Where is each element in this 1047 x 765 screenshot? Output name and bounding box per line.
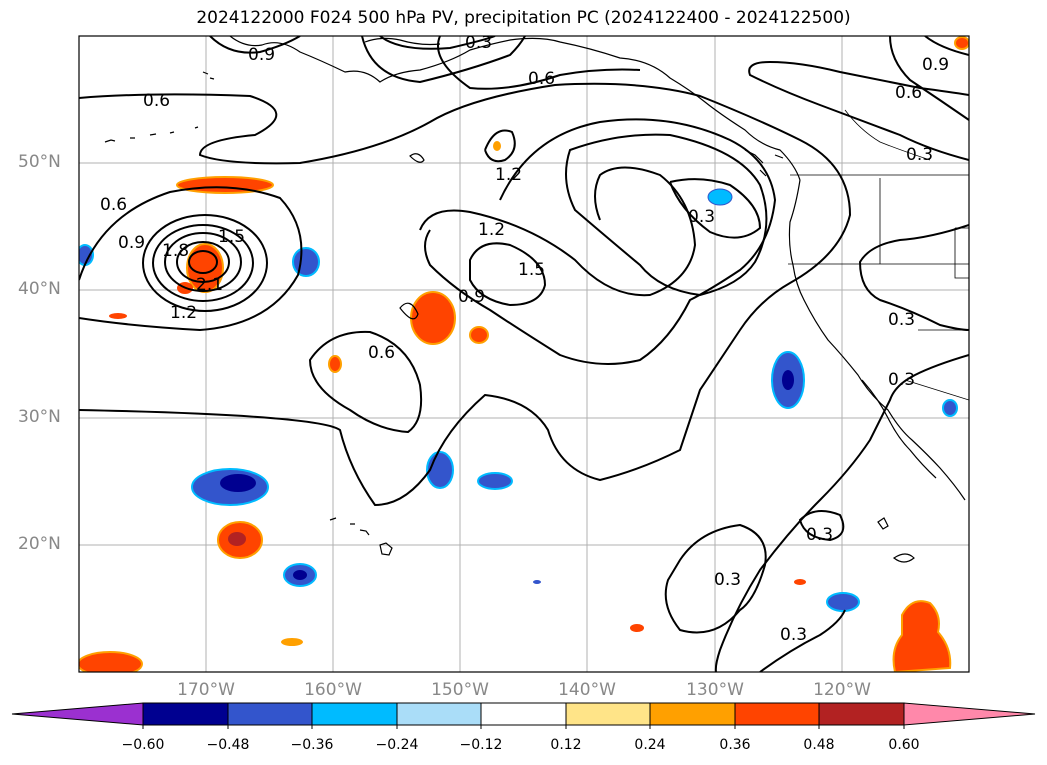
contour-label: 1.2 <box>478 220 505 240</box>
contour-label: 0.9 <box>118 233 145 253</box>
colorbar-tick-label: −0.24 <box>375 737 419 753</box>
colorbar-tick-label: 0.48 <box>803 737 835 753</box>
contour-label: 0.3 <box>806 525 833 545</box>
lat-tick-label: 20°N <box>18 534 61 554</box>
colorbar-tick-label: 0.36 <box>719 737 751 753</box>
lon-tick-label: 170°W <box>177 680 235 700</box>
colorbar-tick-label: 0.60 <box>888 737 920 753</box>
colorbar-extend-high <box>903 702 1036 726</box>
contour-label: 0.3 <box>688 207 715 227</box>
lon-tick-label: 120°W <box>813 680 871 700</box>
lon-tick-label: 150°W <box>431 680 489 700</box>
contour-label: 1.8 <box>162 241 189 261</box>
colorbar-tick-label: −0.12 <box>459 737 503 753</box>
coastlines <box>104 36 966 563</box>
map-title: 2024122000 F024 500 hPa PV, precipitatio… <box>196 8 851 28</box>
colorbar-tick-label: 0.12 <box>550 737 582 753</box>
contour-label: 0.9 <box>248 45 275 65</box>
contour-label: 0.3 <box>888 370 915 390</box>
contour-label: 0.6 <box>143 91 170 111</box>
contour-label: 0.6 <box>528 69 555 89</box>
contour-label: 0.6 <box>368 343 395 363</box>
colorbar-tick-label: 0.24 <box>634 737 666 753</box>
colorbar-tick-label: −0.48 <box>206 737 250 753</box>
contour-label: 0.3 <box>465 33 492 53</box>
contour-label: 0.3 <box>906 145 933 165</box>
contour-label: 1.5 <box>518 260 545 280</box>
contour-label: 0.9 <box>922 55 949 75</box>
contour-label: 1.2 <box>495 165 522 185</box>
colorbar-extend-low <box>11 702 144 726</box>
lon-tick-label: 140°W <box>558 680 616 700</box>
colorbar <box>11 702 1036 729</box>
precipitation-shading <box>79 36 969 672</box>
colorbar-tick-label: −0.36 <box>290 737 334 753</box>
map-area <box>79 36 969 672</box>
pv-contours <box>79 36 969 672</box>
lon-tick-label: 130°W <box>686 680 744 700</box>
contour-label: 1.2 <box>170 303 197 323</box>
contour-label: 0.3 <box>888 310 915 330</box>
contour-labels: 0.9 0.3 0.6 0.6 0.6 0.9 1.8 1.5 1.2 2.1 … <box>100 33 949 645</box>
lon-tick-label: 160°W <box>304 680 362 700</box>
contour-label: 1.5 <box>218 227 245 247</box>
contour-label: 0.9 <box>458 287 485 307</box>
contour-label: 0.6 <box>100 195 127 215</box>
contour-label: 0.3 <box>780 625 807 645</box>
lat-tick-label: 50°N <box>18 152 61 172</box>
contour-label: 0.3 <box>714 570 741 590</box>
lat-tick-label: 40°N <box>18 279 61 299</box>
colorbar-tick-label: −0.60 <box>121 737 165 753</box>
contour-label: 0.6 <box>895 83 922 103</box>
map-frame <box>78 35 970 673</box>
contour-label: 2.1 <box>196 275 223 295</box>
lat-tick-label: 30°N <box>18 407 61 427</box>
